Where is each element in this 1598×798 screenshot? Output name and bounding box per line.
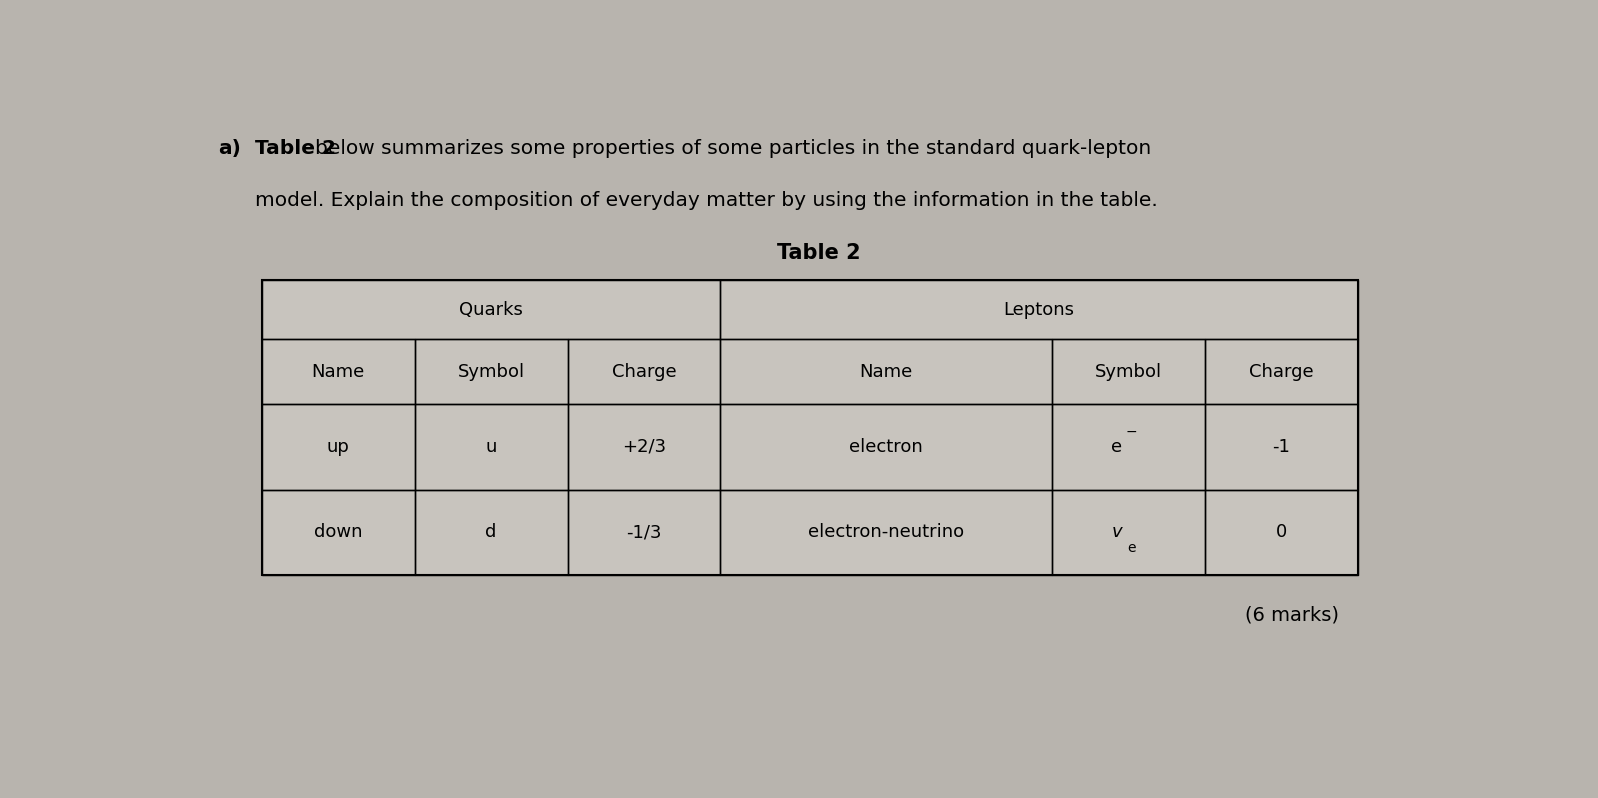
Text: electron-neutrino: electron-neutrino bbox=[809, 523, 964, 541]
Bar bbox=[262, 280, 1358, 575]
Text: −: − bbox=[1127, 425, 1138, 438]
Bar bbox=[262, 404, 414, 489]
Bar bbox=[721, 404, 1051, 489]
Bar bbox=[721, 280, 1358, 339]
Text: Symbol: Symbol bbox=[1095, 362, 1162, 381]
Text: a): a) bbox=[219, 139, 241, 158]
Text: 0: 0 bbox=[1275, 523, 1286, 541]
Text: e: e bbox=[1127, 540, 1136, 555]
Text: Table 2: Table 2 bbox=[777, 243, 861, 263]
Text: e: e bbox=[1111, 438, 1122, 456]
Text: Quarks: Quarks bbox=[459, 301, 523, 318]
Bar bbox=[414, 489, 567, 575]
Bar bbox=[721, 489, 1051, 575]
Text: +2/3: +2/3 bbox=[622, 438, 666, 456]
Text: (6 marks): (6 marks) bbox=[1245, 606, 1339, 625]
Bar bbox=[262, 489, 414, 575]
Bar bbox=[1205, 404, 1358, 489]
Bar bbox=[262, 489, 414, 575]
Bar bbox=[1205, 489, 1358, 575]
Bar bbox=[721, 489, 1051, 575]
Text: Name: Name bbox=[312, 362, 364, 381]
Bar bbox=[567, 339, 721, 404]
Bar bbox=[567, 339, 721, 404]
Bar bbox=[721, 339, 1051, 404]
Bar bbox=[1051, 404, 1205, 489]
Text: Symbol: Symbol bbox=[457, 362, 524, 381]
Text: model. Explain the composition of everyday matter by using the information in th: model. Explain the composition of everyd… bbox=[256, 191, 1159, 210]
Text: -1: -1 bbox=[1272, 438, 1290, 456]
Bar bbox=[414, 339, 567, 404]
Bar bbox=[567, 404, 721, 489]
Text: up: up bbox=[326, 438, 350, 456]
Text: Table 2: Table 2 bbox=[256, 139, 337, 158]
Bar bbox=[414, 404, 567, 489]
Text: Name: Name bbox=[860, 362, 912, 381]
Bar bbox=[414, 339, 567, 404]
Bar bbox=[262, 339, 414, 404]
Text: v: v bbox=[1112, 523, 1122, 541]
Bar bbox=[414, 489, 567, 575]
Bar bbox=[567, 404, 721, 489]
Text: Leptons: Leptons bbox=[1004, 301, 1074, 318]
Bar bbox=[721, 280, 1358, 339]
Text: u: u bbox=[486, 438, 497, 456]
Bar bbox=[414, 404, 567, 489]
Text: below summarizes some properties of some particles in the standard quark-lepton: below summarizes some properties of some… bbox=[315, 139, 1151, 158]
Bar bbox=[262, 404, 414, 489]
Bar bbox=[262, 339, 414, 404]
Bar bbox=[721, 404, 1051, 489]
Bar bbox=[262, 280, 721, 339]
Bar bbox=[262, 280, 721, 339]
Bar bbox=[1051, 489, 1205, 575]
Text: electron: electron bbox=[849, 438, 924, 456]
Bar bbox=[262, 280, 1358, 575]
Bar bbox=[1205, 339, 1358, 404]
Bar bbox=[1051, 339, 1205, 404]
Text: Charge: Charge bbox=[612, 362, 676, 381]
Bar bbox=[1205, 339, 1358, 404]
Text: down: down bbox=[313, 523, 363, 541]
Bar bbox=[1205, 489, 1358, 575]
Bar bbox=[1205, 404, 1358, 489]
Text: d: d bbox=[486, 523, 497, 541]
Bar bbox=[567, 489, 721, 575]
Bar bbox=[1051, 339, 1205, 404]
Bar bbox=[567, 489, 721, 575]
Bar bbox=[1051, 489, 1205, 575]
Text: Charge: Charge bbox=[1250, 362, 1314, 381]
Text: -1/3: -1/3 bbox=[626, 523, 662, 541]
Bar bbox=[1051, 404, 1205, 489]
Bar bbox=[721, 339, 1051, 404]
